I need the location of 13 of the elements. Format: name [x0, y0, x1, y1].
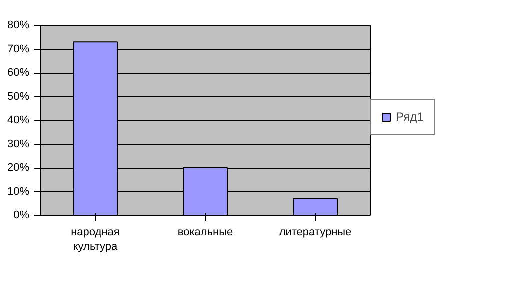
y-tick-label: 40% — [7, 114, 30, 126]
y-tick-label: 50% — [7, 90, 30, 103]
y-tick-label: 60% — [7, 67, 30, 79]
y-tick-label: 20% — [7, 162, 30, 174]
y-tick-label: 70% — [7, 43, 30, 56]
y-tick-label: 0% — [14, 210, 30, 222]
legend-label: Ряд1 — [396, 110, 424, 124]
y-tick-label: 30% — [7, 138, 30, 150]
y-tick-label: 80% — [7, 20, 30, 32]
y-tick-label: 10% — [7, 186, 30, 198]
x-tick-label: литературные — [279, 226, 352, 238]
x-tick-label: народная культура — [71, 226, 120, 253]
x-tick-label: вокальные — [178, 226, 234, 238]
